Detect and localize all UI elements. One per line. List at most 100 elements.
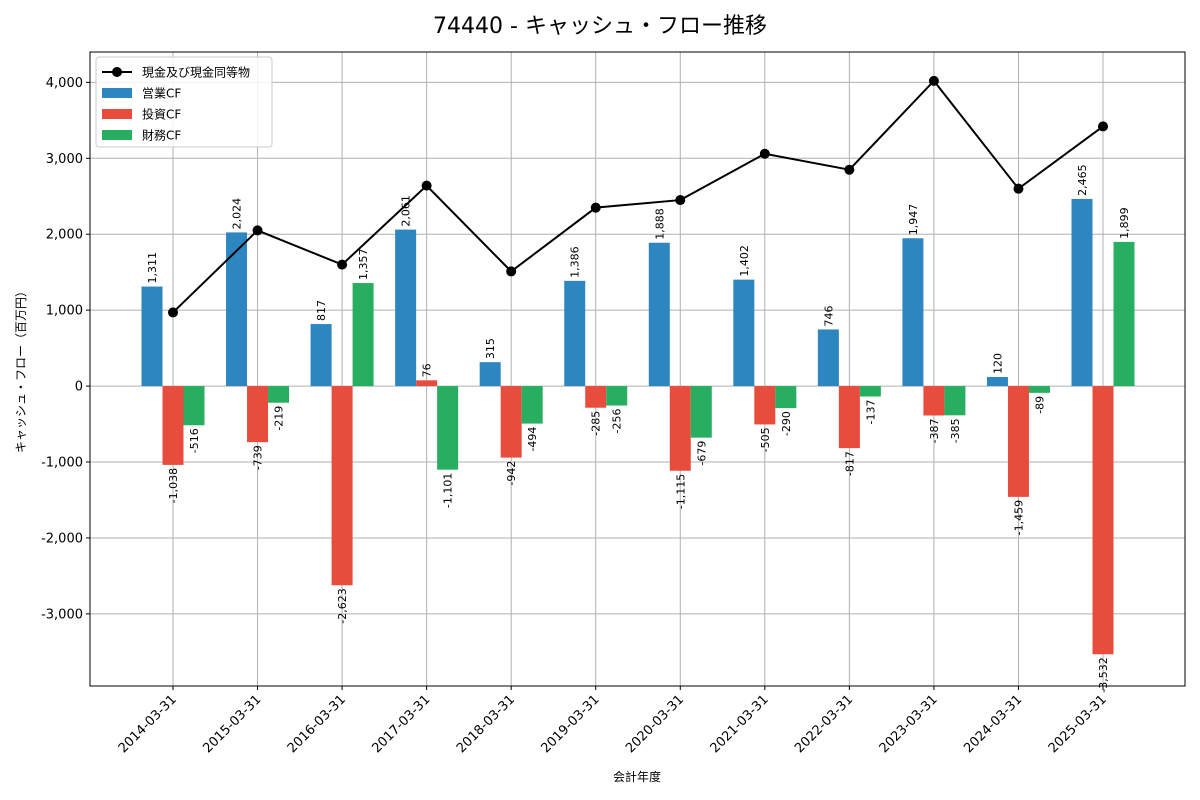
x-tick-label: 2016-03-31 [285, 692, 349, 756]
bar-営業CF [648, 242, 670, 387]
y-tick-label: -2,000 [41, 531, 83, 546]
legend-swatch [102, 130, 132, 140]
chart-title: 74440 - キャッシュ・フロー推移 [433, 14, 767, 39]
bar-財務CF [859, 386, 881, 397]
data-label: -679 [695, 441, 708, 466]
bar-財務CF [1028, 386, 1050, 393]
bars [141, 198, 1135, 655]
data-label: -739 [252, 445, 265, 470]
legend-box [95, 56, 273, 148]
data-label: -494 [526, 427, 539, 452]
bar-営業CF [479, 362, 501, 387]
y-tick-label: 4,000 [46, 76, 83, 91]
grid [90, 52, 1185, 686]
x-tick-label: 2018-03-31 [454, 692, 518, 756]
data-label: -3,532 [1097, 657, 1110, 692]
bar-投資CF [838, 386, 860, 449]
cash-point [506, 266, 517, 277]
x-tick-label: 2022-03-31 [792, 692, 856, 756]
data-label: -1,115 [674, 474, 687, 509]
y-tick-label: 0 [75, 380, 83, 395]
data-label: -219 [273, 406, 286, 431]
x-tick-label: 2017-03-31 [369, 692, 433, 756]
data-label: -290 [780, 411, 793, 436]
cash-point [1013, 183, 1024, 194]
bar-財務CF [268, 386, 290, 403]
bar-財務CF [690, 386, 712, 438]
cash-line [168, 75, 1108, 318]
bar-営業CF [986, 376, 1008, 387]
x-tick-label: 2014-03-31 [116, 692, 180, 756]
cash-line-path [172, 79, 1104, 314]
bar-営業CF [902, 238, 924, 387]
legend-label: 財務CF [142, 128, 181, 143]
legend-label: 現金及び現金同等物 [142, 65, 250, 80]
y-tick-label: -1,000 [41, 456, 83, 471]
legend-swatch [102, 109, 132, 119]
bar-投資CF [585, 386, 607, 408]
bar-投資CF [416, 380, 438, 387]
data-label: 1,899 [1118, 207, 1131, 239]
bar-投資CF [1007, 386, 1029, 497]
cash-point [421, 180, 432, 191]
legend-swatch [102, 88, 132, 98]
bar-投資CF [500, 386, 522, 458]
data-label: 315 [484, 338, 497, 359]
data-label: 2,024 [231, 198, 244, 230]
bar-財務CF [521, 386, 543, 424]
data-label: -137 [864, 399, 877, 424]
y-axis: -3,000 -2,000 -1,000 0 1,000 2,000 3,000 4,000 [41, 76, 90, 622]
data-labels: 1,311 2,024 817 2,061 315 1,386 1,888 1,402 746 1… [146, 164, 1131, 692]
x-tick-label: 2021-03-31 [708, 692, 772, 756]
bar-投資CF [923, 386, 945, 416]
bar-財務CF [352, 283, 374, 387]
bar-財務CF [606, 386, 628, 406]
bar-営業CF [395, 229, 417, 387]
cash-point [759, 148, 770, 159]
cash-point [168, 307, 178, 318]
data-label: -385 [949, 418, 962, 443]
bar-営業CF [564, 280, 586, 387]
data-label: 1,402 [738, 245, 751, 277]
data-label: 1,947 [907, 204, 920, 236]
data-label: -1,459 [1012, 500, 1025, 535]
data-label: 1,357 [357, 249, 370, 281]
bar-投資CF [247, 386, 269, 443]
bar-投資CF [1092, 386, 1114, 655]
data-label: -516 [188, 428, 201, 453]
bar-投資CF [162, 386, 184, 465]
data-label: -942 [505, 461, 518, 486]
data-label: 76 [421, 363, 434, 377]
data-label: 746 [822, 305, 835, 326]
bar-営業CF [817, 329, 839, 387]
cash-point [675, 195, 686, 206]
data-label: -256 [611, 409, 624, 434]
bar-財務CF [437, 386, 459, 470]
cash-point [252, 225, 263, 236]
cash-point [1098, 121, 1108, 132]
legend-swatch-marker [112, 67, 122, 77]
data-label: 817 [315, 300, 328, 321]
data-label: 2,061 [400, 195, 413, 227]
plot-frame [89, 51, 1186, 687]
x-tick-label: 2015-03-31 [200, 692, 264, 756]
y-tick-label: 3,000 [46, 152, 83, 167]
data-label: -817 [843, 451, 856, 476]
x-tick-label: 2023-03-31 [877, 692, 941, 756]
data-label: -1,101 [442, 473, 455, 508]
legend-label: 投資CF [142, 107, 181, 122]
y-tick-label: -3,000 [41, 607, 83, 622]
x-tick-label: 2024-03-31 [961, 692, 1025, 756]
x-axis-label: 会計年度 [613, 769, 661, 784]
bar-財務CF [183, 386, 205, 426]
legend-label: 営業CF [142, 87, 181, 101]
y-tick-label: 2,000 [46, 228, 83, 243]
data-label: 1,311 [146, 252, 159, 284]
bar-財務CF [775, 386, 797, 409]
x-tick-label: 2019-03-31 [539, 692, 603, 756]
cash-point [590, 202, 601, 213]
x-tick-label: 2025-03-31 [1046, 692, 1110, 756]
y-tick-label: 1,000 [46, 304, 83, 319]
cash-point [928, 75, 939, 86]
bar-営業CF [226, 232, 248, 387]
